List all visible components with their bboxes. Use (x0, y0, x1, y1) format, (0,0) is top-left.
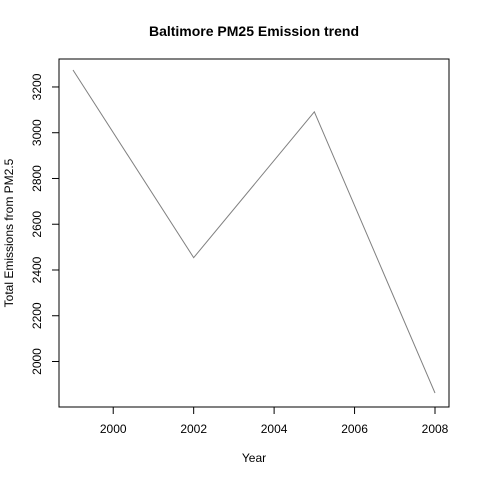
y-tick-label-3: 2600 (30, 211, 44, 238)
y-tick-label-4: 2800 (30, 165, 44, 192)
x-axis-label: Year (242, 451, 266, 465)
x-tick-label-4: 2008 (422, 422, 449, 436)
x-tick-label-0: 2000 (100, 422, 127, 436)
x-tick-label-1: 2002 (180, 422, 207, 436)
y-tick-label-6: 3200 (30, 73, 44, 100)
y-tick-label-2: 2400 (30, 256, 44, 283)
x-tick-label-2: 2004 (261, 422, 288, 436)
y-tick-label-5: 3000 (30, 119, 44, 146)
y-tick-label-0: 2000 (30, 348, 44, 375)
x-tick-label-3: 2006 (341, 422, 368, 436)
plot-frame (59, 59, 449, 407)
series-line (73, 70, 435, 393)
plot-area: 2000 2002 2004 2006 2008 2000 2200 2400 2600 2800… (30, 59, 449, 436)
y-axis-label: Total Emissions from PM2.5 (2, 158, 16, 307)
y-tick-label-1: 2200 (30, 302, 44, 329)
chart-title: Baltimore PM25 Emission trend (149, 23, 359, 39)
